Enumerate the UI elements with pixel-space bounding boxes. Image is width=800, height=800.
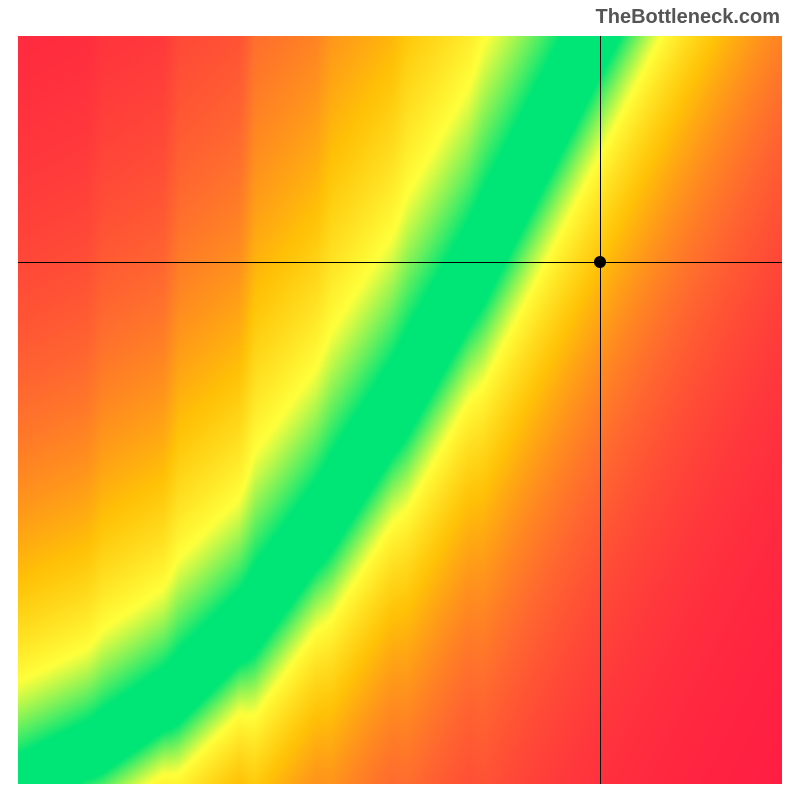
bottleneck-heatmap xyxy=(18,36,782,784)
crosshair-vertical xyxy=(600,36,601,784)
crosshair-horizontal xyxy=(18,262,782,263)
heatmap-canvas xyxy=(18,36,782,784)
crosshair-marker xyxy=(594,256,606,268)
watermark-text: TheBottleneck.com xyxy=(596,6,780,29)
